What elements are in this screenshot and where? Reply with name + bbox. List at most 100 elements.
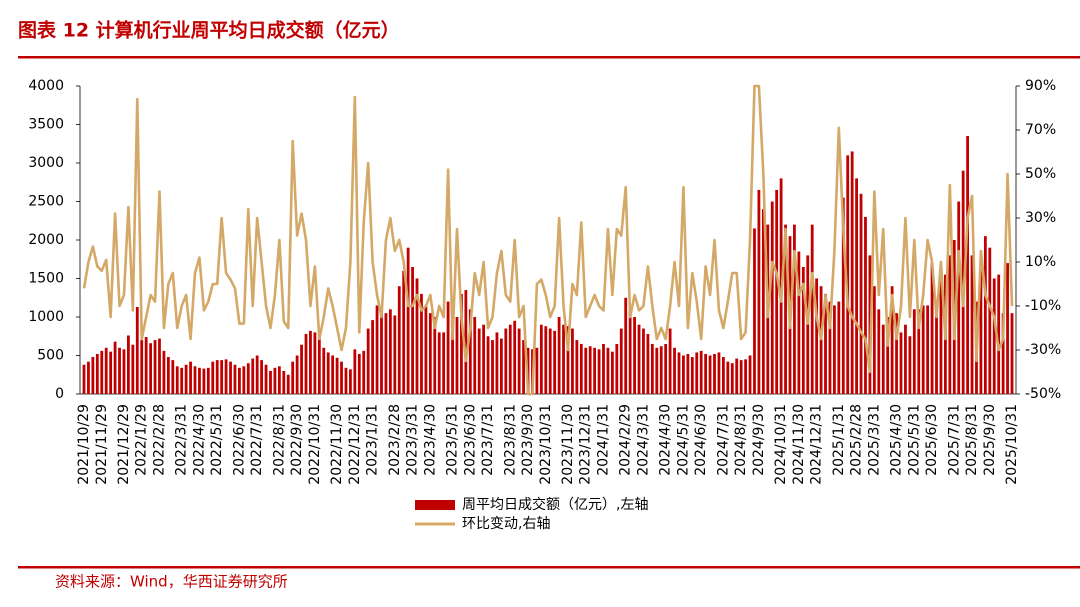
bar — [242, 366, 246, 394]
bar — [557, 317, 561, 394]
bar — [446, 301, 450, 394]
bar — [770, 201, 774, 394]
x-tick-label: 2024/8/31 — [733, 404, 749, 476]
bar — [477, 328, 481, 394]
title-rule — [18, 56, 1080, 59]
x-tick-label: 2022/2/28 — [151, 404, 167, 476]
x-tick-label: 2025/1/31 — [831, 404, 847, 476]
bar — [983, 236, 987, 394]
x-tick-label: 2023/7/31 — [480, 404, 496, 476]
x-tick-label: 2025/3/31 — [866, 404, 882, 476]
bar — [184, 364, 188, 394]
bar — [371, 320, 375, 394]
bar — [992, 278, 996, 394]
bar — [313, 332, 317, 394]
bar — [957, 201, 961, 394]
x-tick-label: 2023/12/31 — [578, 404, 594, 485]
bar — [690, 357, 694, 394]
bar — [135, 306, 139, 394]
bar — [832, 305, 836, 394]
bar — [233, 364, 237, 394]
bar — [877, 309, 881, 394]
bar — [744, 359, 747, 394]
x-tick-label: 2021/12/29 — [116, 404, 132, 485]
bar — [513, 320, 517, 394]
bar — [761, 209, 765, 394]
bar — [633, 317, 636, 394]
x-tick-label: 2023/3/31 — [405, 404, 421, 476]
bar — [810, 224, 814, 394]
bar — [349, 369, 352, 394]
bar — [87, 361, 90, 394]
bar — [162, 350, 166, 394]
footer-rule — [18, 566, 1080, 569]
bar — [713, 353, 716, 394]
bar — [491, 340, 494, 394]
legend-swatch — [415, 500, 455, 510]
x-tick-label: 2022/8/31 — [271, 404, 287, 476]
bar — [571, 328, 574, 394]
bar — [921, 305, 925, 394]
y-tick-label: 4000 — [28, 78, 64, 94]
source: 资料来源：Wind，华西证券研究所 — [55, 573, 288, 591]
x-tick-label: 2025/8/31 — [964, 404, 980, 476]
bar — [495, 332, 499, 394]
x-tick-label: 2022/9/30 — [289, 404, 305, 476]
bar — [606, 347, 610, 394]
bar — [175, 366, 179, 394]
bar — [784, 224, 787, 394]
bar — [912, 309, 916, 394]
bar — [122, 349, 126, 394]
bar — [397, 286, 401, 394]
y2-tick-label: 90% — [1025, 78, 1056, 94]
x-tick-label: 2023/1/31 — [365, 404, 381, 476]
bar — [522, 340, 525, 394]
bar — [504, 328, 508, 394]
bar — [637, 324, 641, 394]
x-tick-label: 2023/4/30 — [422, 404, 438, 476]
x-tick-label: 2024/5/31 — [675, 404, 691, 476]
bar — [597, 349, 601, 394]
x-tick-label: 2023/5/31 — [445, 404, 461, 476]
y-tick-label: 3500 — [28, 117, 64, 133]
bar — [158, 338, 161, 394]
y-tick-label: 1500 — [28, 271, 64, 287]
bar — [118, 347, 121, 394]
bar — [335, 357, 339, 394]
bar — [673, 347, 676, 394]
x-tick-label: 2023/10/31 — [538, 404, 554, 485]
bar — [455, 317, 459, 394]
bar — [486, 336, 490, 394]
bar — [251, 358, 255, 394]
bar — [366, 328, 370, 394]
bar — [198, 367, 201, 394]
bar — [566, 326, 570, 394]
bar — [384, 313, 388, 394]
bar — [735, 358, 739, 394]
bar — [948, 255, 952, 394]
bar — [642, 328, 645, 394]
x-tick-label: 2025/6/30 — [924, 404, 940, 476]
bar — [699, 350, 703, 394]
x-tick-label: 2025/2/28 — [849, 404, 865, 476]
bar — [260, 360, 264, 394]
legend-label: 周平均日成交额（亿元）,左轴 — [462, 496, 648, 513]
bar — [460, 293, 463, 394]
bar — [166, 357, 170, 394]
bar — [437, 332, 441, 394]
bar — [415, 278, 419, 394]
bar — [113, 341, 117, 394]
bar — [499, 338, 503, 394]
bar — [797, 251, 801, 394]
bar — [872, 286, 876, 394]
bar — [655, 347, 659, 394]
bar — [206, 367, 210, 394]
x-tick-label: 2021/11/29 — [94, 404, 110, 485]
bar — [979, 263, 983, 394]
bar — [988, 247, 992, 394]
bar — [544, 326, 548, 394]
x-tick-label: 2024/2/29 — [618, 404, 634, 476]
x-tick-label: 2022/11/30 — [329, 404, 345, 485]
bar — [211, 361, 215, 394]
bar — [464, 290, 468, 394]
